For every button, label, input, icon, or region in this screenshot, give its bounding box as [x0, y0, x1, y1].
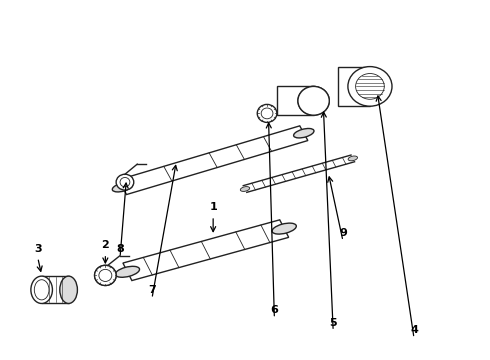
Ellipse shape [99, 269, 112, 282]
Ellipse shape [120, 177, 130, 187]
FancyBboxPatch shape [42, 276, 69, 303]
Text: 5: 5 [329, 318, 337, 328]
Text: 3: 3 [34, 244, 42, 254]
Ellipse shape [294, 129, 314, 138]
Ellipse shape [257, 104, 277, 122]
Ellipse shape [112, 183, 133, 192]
Ellipse shape [356, 73, 384, 99]
Ellipse shape [298, 86, 329, 115]
Ellipse shape [240, 186, 250, 192]
Text: 6: 6 [270, 305, 278, 315]
FancyBboxPatch shape [277, 86, 314, 115]
Ellipse shape [34, 280, 49, 300]
FancyBboxPatch shape [338, 67, 370, 106]
Ellipse shape [31, 276, 52, 303]
Ellipse shape [115, 266, 140, 277]
Ellipse shape [303, 91, 324, 110]
Ellipse shape [95, 265, 116, 285]
Polygon shape [119, 126, 308, 194]
Polygon shape [123, 220, 289, 280]
Ellipse shape [60, 276, 77, 303]
Ellipse shape [261, 108, 273, 119]
Text: 2: 2 [101, 240, 109, 250]
Text: 9: 9 [339, 228, 347, 238]
Text: 8: 8 [116, 244, 124, 254]
Ellipse shape [116, 174, 134, 190]
Text: 7: 7 [148, 285, 156, 295]
Ellipse shape [95, 265, 116, 285]
Text: 1: 1 [209, 202, 217, 212]
Ellipse shape [348, 67, 392, 106]
Ellipse shape [298, 86, 329, 115]
Ellipse shape [348, 156, 358, 161]
Text: 4: 4 [410, 325, 418, 335]
Ellipse shape [272, 223, 296, 234]
